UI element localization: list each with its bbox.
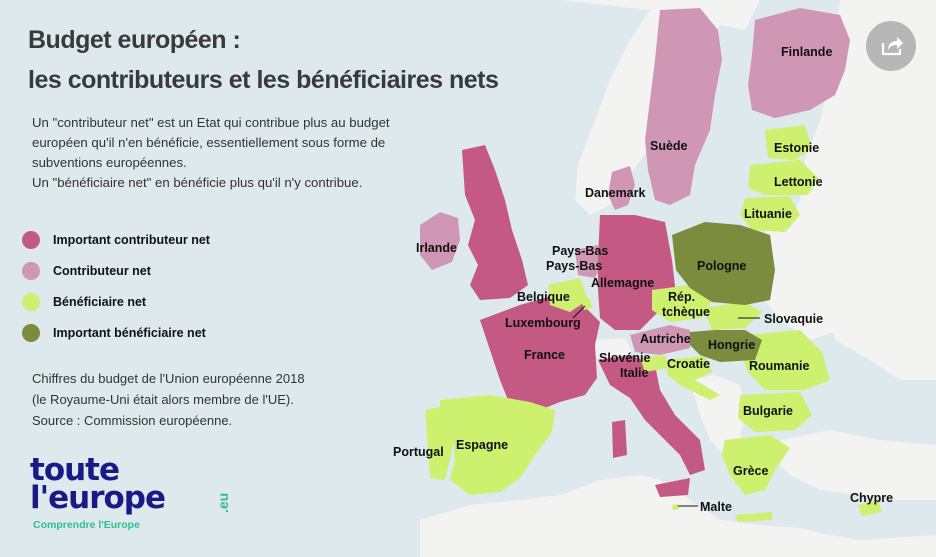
share-icon	[881, 37, 903, 56]
label-germany: Allemagne	[591, 276, 654, 290]
label-denmark: Danemark	[585, 186, 645, 200]
legend-label: Important bénéficiaire net	[53, 325, 206, 340]
land-north-africa	[420, 475, 936, 557]
label-lithuania: Lituanie	[744, 207, 792, 221]
country-sardinia	[612, 420, 627, 458]
logo-tagline: Comprendre l'Europe	[33, 519, 140, 531]
label-netherlands-1: Pays-Bas	[552, 244, 608, 258]
title-line-2: les contributeurs et les bénéficiaires n…	[28, 66, 499, 94]
label-estonia: Estonie	[774, 141, 819, 155]
label-sweden: Suède	[650, 139, 688, 153]
label-slovakia: Slovaquie	[764, 312, 823, 326]
country-croatia	[665, 356, 720, 400]
country-france	[480, 295, 600, 410]
legend-item-important-beneficiary: Important bénéficiaire net	[22, 317, 210, 348]
label-greece: Grèce	[733, 464, 768, 478]
label-latvia: Lettonie	[774, 175, 823, 189]
country-poland	[672, 222, 775, 305]
country-austria	[630, 325, 690, 355]
description-line: subventions européennes.	[32, 155, 187, 170]
label-romania: Roumanie	[749, 359, 809, 373]
share-button[interactable]	[866, 21, 916, 71]
legend-item-important-contributor: Important contributeur net	[22, 224, 210, 255]
label-italy: Italie	[620, 366, 649, 380]
source-note: Chiffres du budget de l'Union européenne…	[32, 368, 305, 431]
label-cyprus: Chypre	[850, 491, 893, 505]
country-crete	[735, 512, 772, 522]
legend-swatch	[22, 261, 40, 280]
country-estonia	[765, 125, 812, 160]
country-uk	[462, 145, 528, 300]
label-czech-2: tchèque	[662, 305, 710, 319]
country-sweden	[645, 8, 722, 205]
label-czech-1: Rép.	[668, 290, 695, 304]
country-bulgaria	[738, 392, 812, 432]
country-belgium	[548, 278, 588, 312]
country-malta	[672, 504, 679, 510]
country-netherlands	[575, 245, 603, 278]
label-bulgaria: Bulgarie	[743, 404, 793, 418]
land-turkey	[775, 430, 936, 500]
legend-label: Important contributeur net	[53, 232, 210, 247]
legend-swatch	[22, 292, 40, 311]
description-line: Un "contributeur net" est un Etat qui co…	[32, 115, 390, 130]
label-hungary: Hongrie	[708, 338, 755, 352]
country-ireland	[420, 212, 460, 270]
label-portugal: Portugal	[393, 445, 444, 459]
title-line-1: Budget européen :	[28, 26, 241, 54]
label-finland: Finlande	[781, 45, 832, 59]
country-romania	[740, 330, 830, 390]
country-greece	[722, 435, 790, 495]
label-austria: Autriche	[640, 332, 691, 346]
logo-line-1: toute	[30, 452, 120, 488]
country-czech	[652, 285, 712, 322]
source-line: Source : Commission européenne.	[32, 413, 233, 428]
label-netherlands-2: Pays-Bas	[546, 259, 602, 273]
country-spain	[440, 395, 555, 495]
logo-line-2: l'europe	[30, 480, 166, 516]
label-malta: Malte	[700, 500, 732, 514]
legend-item-contributor: Contributeur net	[22, 255, 210, 286]
source-line: Chiffres du budget de l'Union européenne…	[32, 371, 305, 386]
legend-item-beneficiary: Bénéficiaire net	[22, 286, 210, 317]
country-slovenia	[640, 355, 668, 372]
label-croatia: Croatie	[667, 357, 710, 371]
label-belgium: Belgique	[517, 290, 570, 304]
logo-eu-text: .eu	[215, 493, 231, 513]
label-spain: Espagne	[456, 438, 508, 452]
legend-label: Bénéficiaire net	[53, 294, 147, 309]
country-slovakia	[703, 302, 762, 330]
leader-luxembourg	[572, 305, 586, 319]
legend-swatch	[22, 323, 40, 342]
country-cyprus	[858, 500, 882, 516]
label-slovenia: Slovénie	[599, 351, 650, 365]
label-ireland: Irlande	[416, 241, 457, 255]
legend: Important contributeur net Contributeur …	[22, 224, 210, 348]
country-sicily	[655, 478, 690, 497]
logo-eu-suffix: .eu	[215, 493, 231, 513]
country-denmark	[608, 166, 635, 210]
toute-leurope-logo: toute l'europe .eu Comprendre l'Europe	[30, 455, 240, 535]
label-poland: Pologne	[697, 259, 746, 273]
land-belarus-ukraine	[765, 225, 850, 340]
country-portugal	[425, 405, 455, 480]
description: Un "contributeur net" est un Etat qui co…	[32, 113, 422, 193]
legend-swatch	[22, 230, 40, 249]
country-finland	[748, 8, 850, 118]
description-line: Un "bénéficiaire net" en bénéficie plus …	[32, 175, 363, 190]
description-line: européen qu'il n'en bénéficie, essentiel…	[32, 135, 386, 150]
land-switzerland	[590, 338, 632, 360]
source-line: (le Royaume-Uni était alors membre de l'…	[32, 392, 294, 407]
label-luxembourg: Luxembourg	[505, 316, 581, 330]
country-latvia	[748, 160, 818, 195]
country-lithuania	[740, 196, 800, 232]
label-france: France	[524, 348, 565, 362]
country-hungary	[690, 330, 762, 362]
legend-label: Contributeur net	[53, 263, 151, 278]
country-italy	[598, 355, 705, 475]
